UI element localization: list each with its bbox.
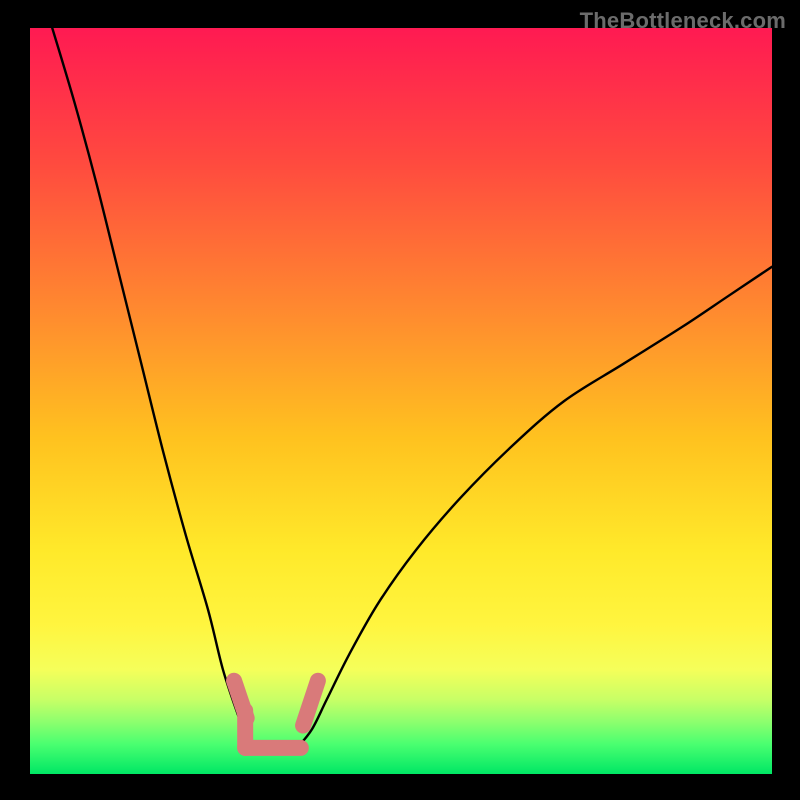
highlight-mark-3	[303, 681, 318, 726]
curve-left-branch	[52, 28, 252, 748]
curve-right-branch	[297, 267, 772, 748]
curve-layer	[30, 28, 772, 774]
watermark-text: TheBottleneck.com	[580, 8, 786, 34]
bottleneck-curve	[52, 28, 772, 752]
plot-area	[30, 28, 772, 774]
